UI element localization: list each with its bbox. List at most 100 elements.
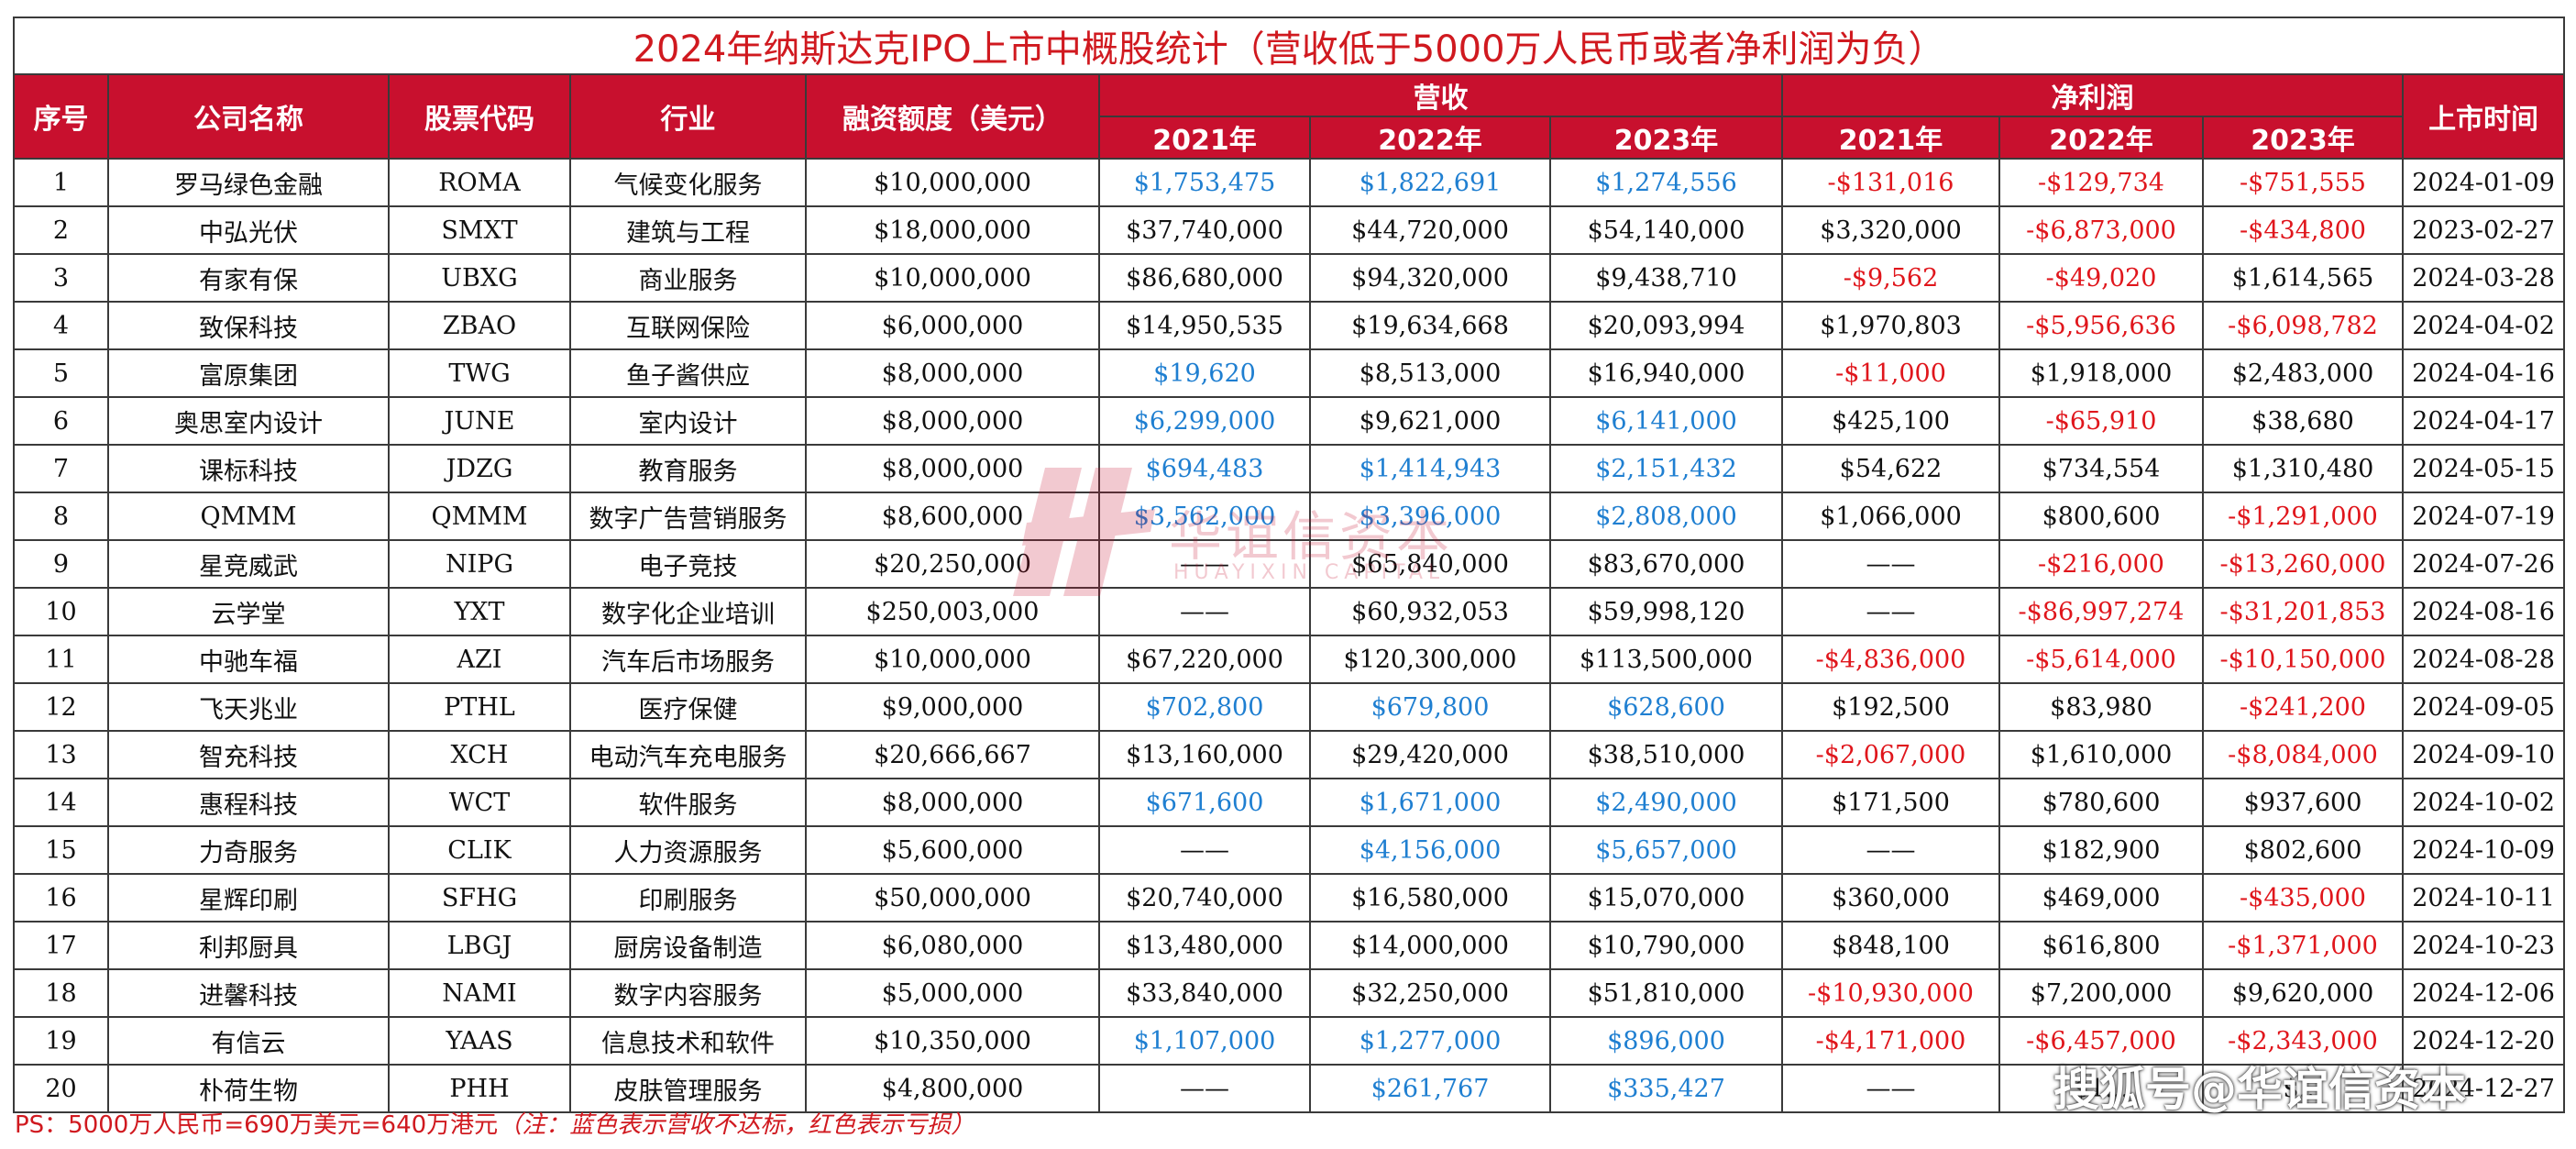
cell-revenue-2022: $32,250,000: [1309, 968, 1551, 1018]
header-revenue: 营收: [1098, 73, 1783, 117]
cell-industry: 汽车后市场服务: [569, 635, 807, 684]
cell-revenue-2023: $83,670,000: [1549, 539, 1783, 589]
header-ticker: 股票代码: [388, 73, 571, 160]
cell-funding: $20,250,000: [805, 539, 1100, 589]
cell-revenue-2022: $1,671,000: [1309, 778, 1551, 827]
cell-revenue-2022: $8,513,000: [1309, 348, 1551, 398]
cell-net-profit-2022: $469,000: [1998, 873, 2204, 923]
cell-ticker: PHH: [388, 1064, 571, 1113]
cell-revenue-2022: $3,396,000: [1309, 492, 1551, 541]
cell-net-profit-2023: -$31,201,853: [2202, 587, 2404, 636]
cell-ticker: WCT: [388, 778, 571, 827]
cell-company: 课标科技: [107, 444, 390, 493]
cell-seq: 13: [13, 730, 109, 779]
cell-revenue-2023: $54,140,000: [1549, 205, 1783, 255]
cell-ticker: TWG: [388, 348, 571, 398]
cell-ticker: LBGJ: [388, 921, 571, 970]
cell-seq: 18: [13, 968, 109, 1018]
cell-funding: $5,000,000: [805, 968, 1100, 1018]
cell-net-profit-2023: -$13,260,000: [2202, 539, 2404, 589]
cell-listing-date: 2024-10-23: [2401, 921, 2566, 970]
cell-ticker: ROMA: [388, 158, 571, 207]
cell-revenue-2022: $4,156,000: [1309, 825, 1551, 875]
cell-listing-date: 2024-12-20: [2401, 1016, 2566, 1066]
cell-listing-date: 2024-10-11: [2401, 873, 2566, 923]
table-row: 8 QMMM QMMM 数字广告营销服务 $8,600,000 $3,562,000 $3,…: [13, 492, 2566, 541]
cell-company: 进馨科技: [107, 968, 390, 1018]
cell-net-profit-2023: $2,483,000: [2202, 348, 2404, 398]
cell-revenue-2023: $335,427: [1549, 1064, 1783, 1113]
cell-company: 致保科技: [107, 301, 390, 350]
cell-net-profit-2021: -$4,171,000: [1781, 1016, 2000, 1066]
cell-net-profit-2023: -$751,555: [2202, 158, 2404, 207]
cell-revenue-2023: $2,808,000: [1549, 492, 1783, 541]
cell-revenue-2021: $3,562,000: [1098, 492, 1311, 541]
cell-revenue-2023: $628,600: [1549, 682, 1783, 732]
cell-revenue-2023: $38,510,000: [1549, 730, 1783, 779]
cell-funding: $8,000,000: [805, 396, 1100, 446]
cell-seq: 14: [13, 778, 109, 827]
table-row: 11 中驰车福 AZI 汽车后市场服务 $10,000,000 $67,220,000 $1…: [13, 635, 2566, 684]
cell-seq: 19: [13, 1016, 109, 1066]
cell-revenue-2021: $14,950,535: [1098, 301, 1311, 350]
cell-net-profit-2021: -$11,000: [1781, 348, 2000, 398]
cell-ticker: CLIK: [388, 825, 571, 875]
header-seq: 序号: [13, 73, 109, 160]
cell-listing-date: 2024-09-10: [2401, 730, 2566, 779]
cell-revenue-2021: $6,299,000: [1098, 396, 1311, 446]
cell-net-profit-2022: -$5,614,000: [1998, 635, 2204, 684]
cell-ticker: NIPG: [388, 539, 571, 589]
ipo-table-sheet: 2024年纳斯达克IPO上市中概股统计（营收低于5000万人民币或者净利润为负）…: [12, 17, 2566, 1113]
sohu-overlay: 搜狐号@华谊信资本: [2053, 1063, 2466, 1116]
cell-net-profit-2021: -$9,562: [1781, 253, 2000, 303]
cell-net-profit-2022: $1...: [1998, 1064, 2204, 1113]
cell-net-profit-2021: ——: [1781, 1064, 2000, 1113]
cell-revenue-2023: $896,000: [1549, 1016, 1783, 1066]
cell-funding: $5,600,000: [805, 825, 1100, 875]
header-company: 公司名称: [107, 73, 390, 160]
cell-company: 云学堂: [107, 587, 390, 636]
cell-net-profit-2023: -$241,200: [2202, 682, 2404, 732]
cell-revenue-2023: $59,998,120: [1549, 587, 1783, 636]
cell-revenue-2022: $1,277,000: [1309, 1016, 1551, 1066]
cell-industry: 教育服务: [569, 444, 807, 493]
cell-company: 中驰车福: [107, 635, 390, 684]
cell-net-profit-2022: $182,900: [1998, 825, 2204, 875]
cell-revenue-2023: $2,151,432: [1549, 444, 1783, 493]
cell-net-profit-2022: -$129,734: [1998, 158, 2204, 207]
cell-listing-date: 2024-04-02: [2401, 301, 2566, 350]
cell-revenue-2022: $1,822,691: [1309, 158, 1551, 207]
table-row: 12 飞天兆业 PTHL 医疗保健 $9,000,000 $702,800 $679,800…: [13, 682, 2566, 732]
cell-funding: $10,000,000: [805, 158, 1100, 207]
cell-revenue-2021: $671,600: [1098, 778, 1311, 827]
cell-net-profit-2022: $83,980: [1998, 682, 2204, 732]
cell-ticker: PTHL: [388, 682, 571, 732]
cell-seq: 2: [13, 205, 109, 255]
cell-company: 星竞威武: [107, 539, 390, 589]
cell-seq: 3: [13, 253, 109, 303]
cell-net-profit-2021: -$131,016: [1781, 158, 2000, 207]
cell-net-profit-2021: $1,066,000: [1781, 492, 2000, 541]
cell-seq: 9: [13, 539, 109, 589]
cell-industry: 鱼子酱供应: [569, 348, 807, 398]
cell-net-profit-2023: -$10,150,000: [2202, 635, 2404, 684]
cell-ticker: YXT: [388, 587, 571, 636]
cell-revenue-2023: $51,810,000: [1549, 968, 1783, 1018]
cell-seq: 10: [13, 587, 109, 636]
cell-revenue-2023: $10,790,000: [1549, 921, 1783, 970]
cell-revenue-2022: $94,320,000: [1309, 253, 1551, 303]
table-row: 1 罗马绿色金融 ROMA 气候变化服务 $10,000,000 $1,753,475 $1…: [13, 158, 2566, 207]
cell-company: 朴荷生物: [107, 1064, 390, 1113]
cell-funding: $4,800,000: [805, 1064, 1100, 1113]
cell-company: 罗马绿色金融: [107, 158, 390, 207]
header-net-profit-2023: 2023年: [2202, 116, 2404, 160]
cell-industry: 医疗保健: [569, 682, 807, 732]
cell-seq: 20: [13, 1064, 109, 1113]
cell-net-profit-2022: $1,610,000: [1998, 730, 2204, 779]
cell-revenue-2022: $60,932,053: [1309, 587, 1551, 636]
cell-net-profit-2023: $1,310,480: [2202, 444, 2404, 493]
cell-industry: 皮肤管理服务: [569, 1064, 807, 1113]
cell-industry: 厨房设备制造: [569, 921, 807, 970]
cell-funding: $9,000,000: [805, 682, 1100, 732]
cell-net-profit-2023: -$434,800: [2202, 205, 2404, 255]
